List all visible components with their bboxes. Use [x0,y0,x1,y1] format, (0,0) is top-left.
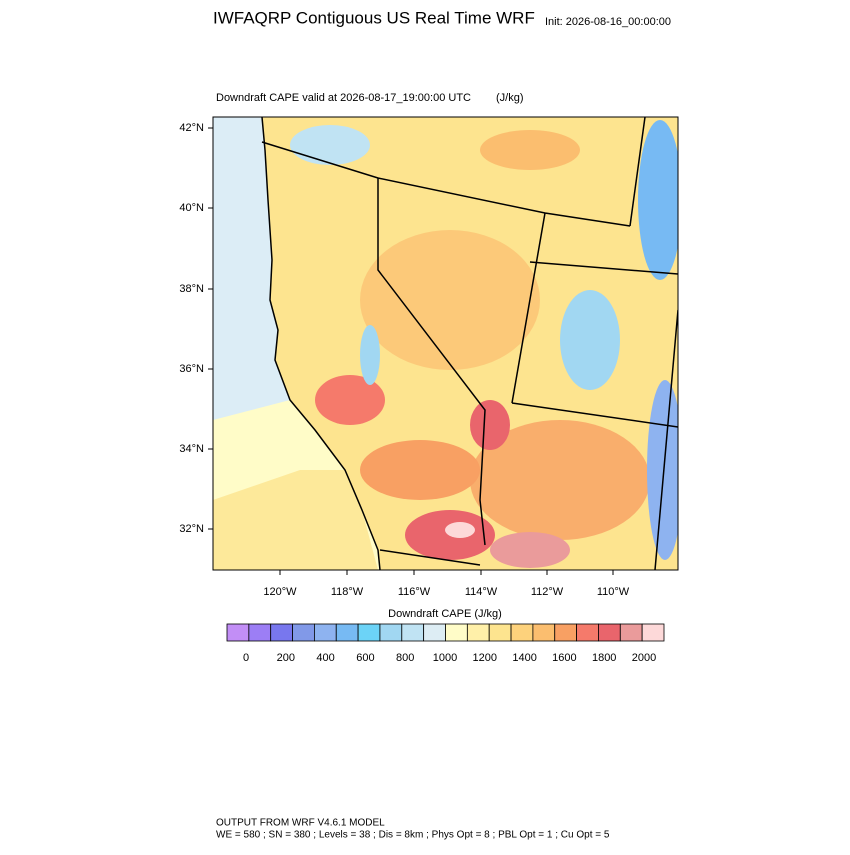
hot-area [315,375,385,425]
peak-area [445,522,475,538]
lat-label: 34°N [179,443,204,455]
colorbar-box [619,623,643,642]
state-border [629,117,646,227]
lon-label: 118°W [331,586,364,598]
colorbar-box [270,623,293,642]
colorbar-label: 400 [316,652,334,664]
state-border [511,402,678,428]
coastline [261,117,381,570]
lat-label: 36°N [179,363,204,375]
hot-area [470,400,510,450]
state-border [377,178,486,546]
subtitle: Downdraft CAPE valid at 2026-08-17_19:00… [216,92,471,104]
warm-area [360,230,540,370]
cool-area [560,290,620,390]
lon-label: 112°W [531,586,564,598]
colorbar-box [313,623,337,642]
cool-area [638,120,678,280]
colorbar-box [379,623,403,642]
colorbar-box [510,623,534,642]
colorbar-box [445,623,468,642]
footer-line: WE = 580 ; SN = 380 ; Levels = 38 ; Dis … [216,830,610,841]
map-frame [212,116,679,571]
state-border [511,212,546,404]
colorbar-box [466,623,490,642]
warm-area [470,420,650,540]
colorbar-label: 1400 [512,652,536,664]
lon-label: 114°W [465,586,498,598]
colorbar-box [598,623,621,642]
colorbar-box [335,623,359,642]
colorbar-label: 1600 [552,652,576,664]
colorbar: 0 200 400 600 800 1000 1200 1400 1600 1800 2000 [226,623,665,664]
borders [261,117,678,570]
colorbar-box [488,623,512,642]
colorbar-label: 2000 [632,652,656,664]
ocean-warm2 [213,470,378,570]
colorbar-box [292,623,315,642]
colorbar-box [554,623,578,642]
national-border [379,549,481,566]
map-ticks: 42°N 40°N 38°N 36°N 34°N 32°N 120°W 118°W 116°W 1… [179,122,629,598]
cool-area [360,325,380,385]
colorbar-box [401,623,425,642]
colorbar-box [357,623,381,642]
colorbar-label: 200 [277,652,295,664]
cool-area [647,380,678,560]
state-border [529,261,678,275]
lat-label: 32°N [179,523,204,535]
lon-label: 120°W [263,586,297,598]
colorbar-label: 1200 [473,652,497,664]
warm-area [480,130,580,170]
state-border [261,141,631,227]
colorbar-label: 0 [243,652,249,664]
hot-area [360,440,480,500]
colorbar-label: 1800 [592,652,616,664]
colorbar-label: 600 [356,652,374,664]
colorbar-box [641,623,665,642]
hot-area [490,532,570,568]
colorbar-label: 800 [396,652,414,664]
footer-line: OUTPUT FROM WRF V4.6.1 MODEL [216,818,385,829]
map-field [213,117,678,570]
colorbar-box [248,623,272,642]
colorbar-box [576,623,599,642]
lon-label: 116°W [398,586,431,598]
colorbar-box [423,623,446,642]
title: IWFAQRP Contiguous US Real Time WRF [213,8,535,27]
colorbar-title: Downdraft CAPE (J/kg) [388,608,502,620]
colorbar-box [226,623,250,642]
init-time: Init: 2026-08-16_00:00:00 [545,16,671,28]
colorbar-label: 1000 [433,652,457,664]
lat-label: 42°N [179,122,204,134]
units: (J/kg) [496,92,524,104]
state-border [654,309,678,570]
colorbar-box [532,623,556,642]
cool-area [290,125,370,165]
lat-label: 40°N [179,202,204,214]
lon-label: 110°W [597,586,630,598]
lat-label: 38°N [179,283,204,295]
